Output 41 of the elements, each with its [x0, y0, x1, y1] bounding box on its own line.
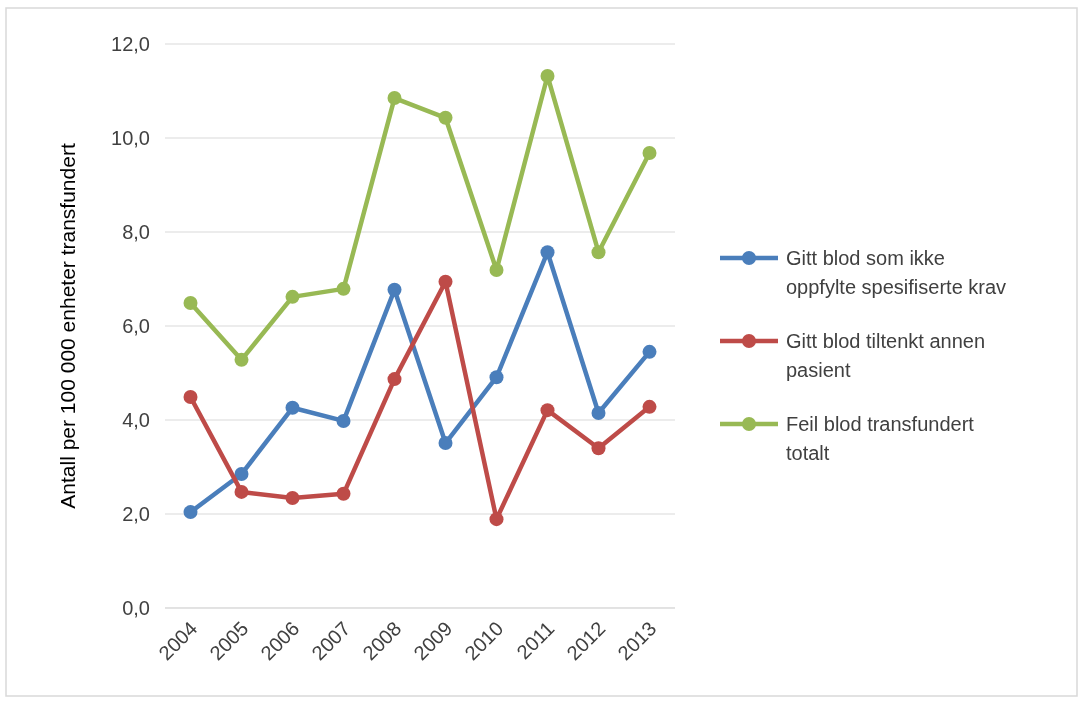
legend-label: Feil blod transfundert totalt: [786, 413, 975, 464]
point: [387, 282, 402, 297]
y-tick-label: 12,0: [111, 33, 150, 55]
point: [591, 441, 606, 456]
y-tick-label: 8,0: [122, 221, 150, 243]
y-tick-label: 6,0: [122, 315, 150, 337]
point: [234, 484, 249, 499]
y-tick-label: 2,0: [122, 503, 150, 525]
point: [642, 146, 657, 161]
point: [285, 400, 300, 415]
point: [591, 405, 606, 420]
y-axis-title: Antall per 100 000 enheter transfundert: [56, 143, 79, 509]
point: [540, 68, 555, 83]
point: [336, 413, 351, 428]
point: [285, 491, 300, 506]
point: [642, 344, 657, 359]
point: [234, 467, 249, 482]
y-tick-label: 0,0: [122, 597, 150, 619]
point: [438, 274, 453, 289]
y-tick-label: 10,0: [111, 127, 150, 149]
point: [234, 352, 249, 367]
point: [183, 295, 198, 310]
point: [540, 245, 555, 260]
y-tick-label: 4,0: [122, 409, 150, 431]
point: [642, 399, 657, 414]
point: [285, 289, 300, 304]
point: [591, 245, 606, 260]
point: [438, 436, 453, 451]
point: [489, 263, 504, 278]
point: [540, 403, 555, 418]
point: [387, 372, 402, 387]
point: [438, 110, 453, 125]
legend-label: Gitt blod tiltenkt annen pasient: [786, 330, 986, 381]
legend-label: Gitt blod som ikke oppfylte spesifiserte krav: [786, 247, 1007, 298]
point: [183, 505, 198, 520]
point: [387, 91, 402, 106]
point: [336, 486, 351, 501]
point: [183, 389, 198, 404]
point: [489, 512, 504, 527]
point: [336, 281, 351, 296]
point: [489, 370, 504, 385]
